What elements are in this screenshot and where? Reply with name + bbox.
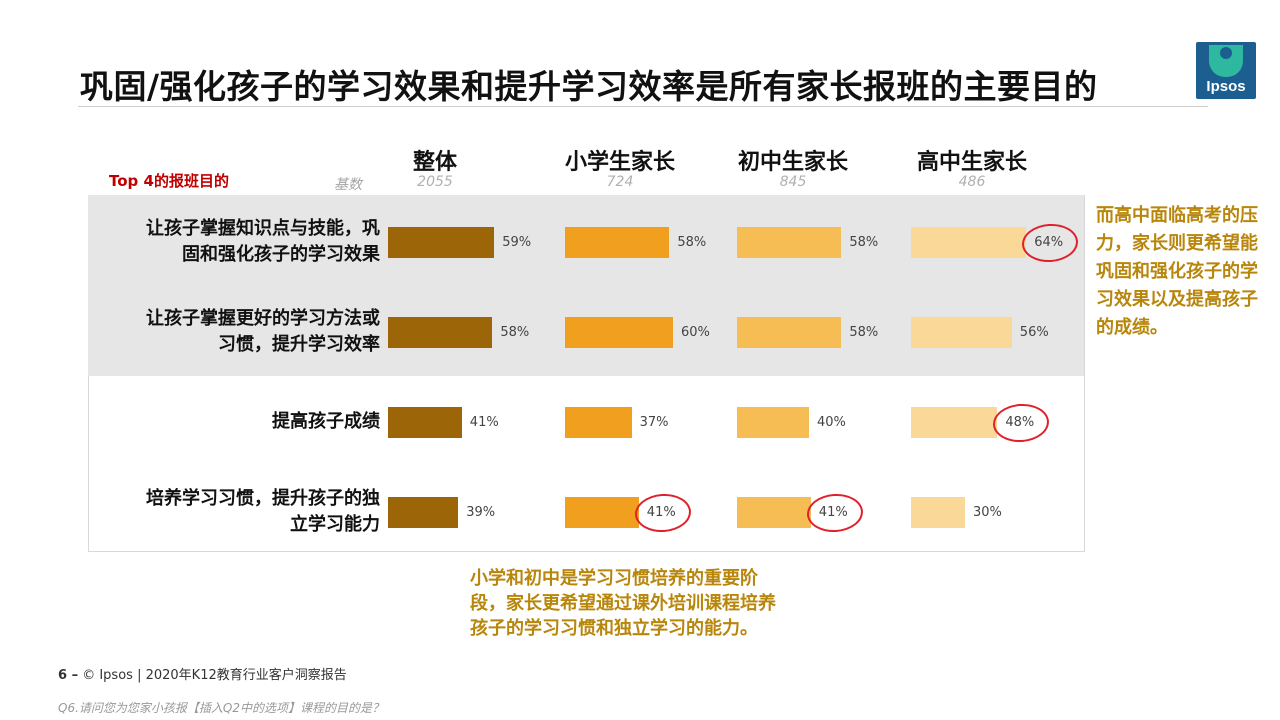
- value-label-0-1: 58%: [500, 325, 530, 340]
- row-label-2: 提高孩子成绩: [96, 409, 380, 435]
- logo-figure-icon: [1209, 45, 1243, 77]
- row-label-line: 立学习能力: [290, 514, 380, 535]
- bar-0-1: [388, 317, 493, 348]
- ipsos-logo: Ipsos: [1196, 42, 1256, 99]
- bar-1-2: [565, 407, 632, 438]
- value-label-1-3: 41%: [646, 505, 676, 520]
- row-label-0: 让孩子掌握知识点与技能，巩固和强化孩子的学习效果: [96, 216, 380, 268]
- bar-3-3: [911, 497, 965, 528]
- value-label-2-2: 40%: [817, 415, 846, 430]
- bar-3-0: [911, 227, 1027, 258]
- value-label-3-2: 48%: [1005, 415, 1035, 430]
- bar-3-2: [911, 407, 998, 438]
- value-label-3-3: 30%: [973, 505, 1002, 520]
- value-label-2-0: 58%: [849, 235, 879, 250]
- group-base-1: 724: [606, 174, 634, 190]
- group-header-2: 初中生家长: [737, 150, 848, 175]
- group-header-0: 整体: [412, 150, 457, 175]
- bar-2-2: [737, 407, 809, 438]
- bar-1-3: [565, 497, 639, 528]
- row-label-line: 让孩子掌握更好的学习方法或: [146, 308, 380, 329]
- survey-question: Q6.请问您为您家小孩报【插入Q2中的选项】课程的目的是？: [58, 701, 384, 715]
- value-label-3-0: 64%: [1034, 235, 1064, 250]
- group-base-0: 2055: [417, 174, 453, 190]
- row-label-line: 习惯，提升学习效率: [218, 334, 380, 355]
- value-label-0-3: 39%: [466, 505, 496, 520]
- row-label-line: 提高孩子成绩: [272, 411, 380, 432]
- footer-text: © Ipsos | 2020年K12教育行业客户洞察报告: [82, 668, 347, 683]
- bar-2-3: [737, 497, 811, 528]
- logo-text: Ipsos: [1206, 78, 1246, 95]
- group-base-3: 486: [958, 174, 986, 190]
- bar-0-0: [388, 227, 495, 258]
- bar-2-0: [737, 227, 842, 258]
- value-label-2-3: 41%: [818, 505, 848, 520]
- group-header-3: 高中生家长: [916, 150, 1027, 175]
- note-primary-middle: 小学和初中是学习习惯培养的重要阶段，家长更希望通过课外培训课程培养孩子的学习习惯…: [470, 568, 776, 639]
- bar-0-3: [388, 497, 459, 528]
- row-label-3: 培养学习习惯，提升孩子的独立学习能力: [96, 486, 380, 538]
- value-label-2-1: 58%: [849, 325, 879, 340]
- value-label-1-0: 58%: [677, 235, 707, 250]
- bar-2-1: [737, 317, 842, 348]
- group-header-1: 小学生家长: [564, 150, 675, 175]
- note-high-school: 而高中面临高考的压力，家长则更希望能巩固和强化孩子的学习效果以及提高孩子的成绩。: [1096, 205, 1258, 338]
- value-label-1-1: 60%: [681, 325, 710, 340]
- group-base-2: 845: [779, 174, 807, 190]
- page-number: 6 –: [58, 668, 79, 683]
- value-label-0-2: 41%: [469, 415, 499, 430]
- bar-0-2: [388, 407, 462, 438]
- title-divider: [78, 106, 1208, 107]
- row-label-line: 固和强化孩子的学习效果: [182, 244, 380, 265]
- page-title: 巩固/强化孩子的学习效果和提升学习效率是所有家长报班的主要目的: [80, 67, 1098, 106]
- value-label-3-1: 56%: [1019, 325, 1049, 340]
- bar-1-1: [565, 317, 673, 348]
- base-label: 基数: [334, 177, 362, 193]
- bar-3-1: [911, 317, 1012, 348]
- chart-subtitle: Top 4的报班目的: [109, 172, 229, 190]
- row-label-1: 让孩子掌握更好的学习方法或习惯，提升学习效率: [96, 306, 380, 358]
- value-label-1-2: 37%: [639, 415, 669, 430]
- value-label-0-0: 59%: [502, 235, 532, 250]
- row-label-line: 培养学习习惯，提升孩子的独: [146, 488, 380, 509]
- bar-1-0: [565, 227, 670, 258]
- footer: 6 – © Ipsos | 2020年K12教育行业客户洞察报告: [58, 664, 347, 683]
- row-label-line: 让孩子掌握知识点与技能，巩: [146, 218, 380, 239]
